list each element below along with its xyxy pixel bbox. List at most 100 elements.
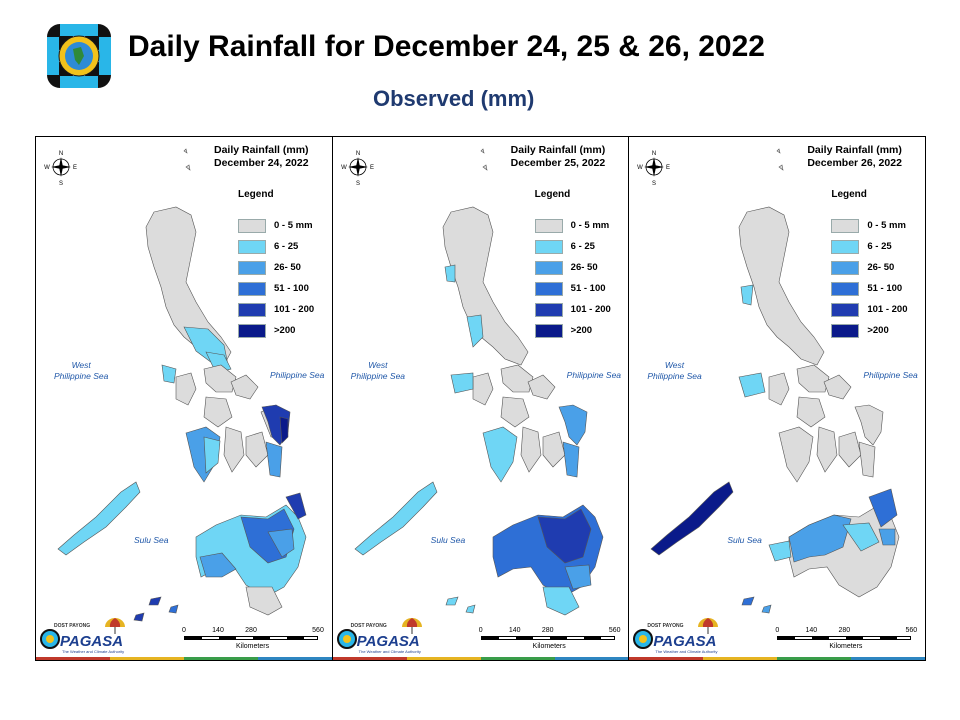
- pagasa-small-text: DOST PAYONG: [54, 623, 91, 629]
- scale-unit: Kilometers: [829, 643, 863, 650]
- legend-label: >200: [274, 325, 296, 336]
- sea-label-philippine: Philippine Sea: [863, 370, 918, 380]
- legend-label: 6 - 25: [274, 241, 299, 252]
- pagasa-seal-icon: [633, 629, 654, 649]
- legend-item: 51 - 100: [238, 278, 314, 299]
- legend-item: 51 - 100: [831, 278, 907, 299]
- legend-item: 101 - 200: [534, 299, 611, 320]
- sea-west-line2: Philippine Sea: [647, 371, 702, 381]
- legend-item: >200: [238, 320, 314, 341]
- legend-item: 6 - 25: [534, 236, 611, 257]
- compass-e: E: [370, 165, 374, 171]
- compass-s: S: [356, 181, 360, 187]
- philippines-rainfall-map: [354, 148, 603, 616]
- scale-bar: 0 140 280 560 Kilometers: [775, 627, 918, 653]
- compass-n: N: [652, 151, 656, 157]
- legend-item: 101 - 200: [238, 299, 314, 320]
- pagasa-wordmark: PAGASA: [60, 633, 124, 650]
- sea-west-line1: West: [664, 360, 685, 370]
- legend-label: 101 - 200: [867, 304, 908, 315]
- sea-label-philippine: Philippine Sea: [566, 370, 622, 380]
- philippines-rainfall-map: [650, 148, 900, 614]
- legend-swatch: [238, 218, 266, 233]
- color-strip: [332, 657, 629, 660]
- umbrella-icon: [698, 618, 719, 634]
- legend-item: 6 - 25: [831, 236, 907, 257]
- color-strip: [36, 657, 332, 660]
- legend-swatch: [534, 260, 563, 275]
- map-panels: N W E S Daily Rainfall (mm) December 24,…: [35, 136, 926, 661]
- legend-item: 6 - 25: [238, 236, 314, 257]
- legend-label: 26- 50: [867, 262, 895, 273]
- scale-tick: 140: [212, 627, 224, 634]
- legend-swatch: [831, 281, 860, 296]
- map-panel-dec-26: N W E S Daily Rainfall (mm) December 26,…: [629, 137, 926, 660]
- sea-label-sulu: Sulu Sea: [134, 535, 169, 545]
- legend-title: Legend: [831, 189, 867, 200]
- legend-label: 51 - 100: [274, 283, 309, 294]
- legend-item: 101 - 200: [831, 299, 908, 320]
- legend-swatch: [238, 281, 266, 296]
- legend-swatch: [534, 281, 563, 296]
- umbrella-icon: [105, 618, 125, 634]
- legend-swatch: [534, 302, 563, 317]
- legend-label: >200: [570, 325, 593, 336]
- pagasa-tagline: The Weather and Climate Authority: [358, 649, 421, 654]
- sea-west-line1: West: [368, 360, 388, 370]
- legend-item: 26- 50: [534, 257, 611, 278]
- page-subtitle: Observed (mm): [373, 86, 535, 111]
- compass-w: W: [638, 165, 644, 171]
- north-arrow-icon: N W E S: [341, 151, 374, 187]
- legend-swatch: [831, 218, 860, 233]
- panel-title-line2: December 25, 2022: [510, 157, 606, 169]
- sea-west-line1: West: [71, 360, 91, 370]
- legend-swatch: [238, 302, 266, 317]
- legend-label: 51 - 100: [570, 283, 606, 294]
- legend-swatch: [831, 323, 860, 338]
- pagasa-small-text: DOST PAYONG: [350, 623, 387, 629]
- pagasa-logo: DOST PAYONG PAGASA The Weather and Clima…: [40, 615, 130, 655]
- legend-item: 26- 50: [238, 257, 314, 278]
- legend-swatch: [534, 323, 563, 338]
- legend-swatch: [534, 239, 563, 254]
- pagasa-wordmark: PAGASA: [356, 633, 420, 650]
- scale-tick: 280: [245, 627, 257, 634]
- color-strip: [629, 657, 926, 660]
- pagasa-wordmark: PAGASA: [653, 633, 717, 650]
- legend-label: >200: [867, 325, 889, 336]
- legend-label: 0 - 5 mm: [274, 220, 313, 231]
- legend-label: 51 - 100: [867, 283, 903, 294]
- pagasa-tagline: The Weather and Climate Authority: [62, 649, 125, 654]
- pagasa-seal-icon: [336, 629, 357, 649]
- scale-tick: 0: [478, 627, 483, 634]
- legend: 0 - 5 mm 6 - 25 26- 50 51 - 100 101 - 20…: [238, 215, 314, 341]
- pagasa-logo: DOST PAYONG PAGASA The Weather and Clima…: [336, 615, 427, 655]
- panel-title: Daily Rainfall (mm) December 25, 2022: [511, 144, 606, 170]
- scale-tick: 560: [905, 627, 918, 634]
- panel-title-line2: December 26, 2022: [807, 157, 902, 169]
- scale-bar-graphic: [480, 636, 615, 640]
- legend-item: 0 - 5 mm: [534, 215, 611, 236]
- pagasa-tagline: The Weather and Climate Authority: [655, 649, 718, 654]
- panel-title-line1: Daily Rainfall (mm): [214, 144, 309, 156]
- legend-swatch: [238, 260, 266, 275]
- scale-tick: 0: [775, 627, 780, 634]
- north-arrow-icon: N W E S: [44, 151, 77, 187]
- north-arrow-icon: N W E S: [638, 151, 671, 187]
- legend: 0 - 5 mm 6 - 25 26- 50 51 - 100 101 - 20…: [534, 215, 611, 341]
- pagasa-logo: DOST PAYONG PAGASA The Weather and Clima…: [633, 615, 723, 655]
- scale-bar: 0 140 280 560 Kilometers: [182, 627, 324, 653]
- scale-bar: 0 140 280 560 Kilometers: [478, 627, 621, 653]
- legend-item: 26- 50: [831, 257, 907, 278]
- map-panel-dec-24: N W E S Daily Rainfall (mm) December 24,…: [36, 137, 333, 660]
- panel-title-line1: Daily Rainfall (mm): [510, 144, 606, 156]
- legend-label: 6 - 25: [867, 241, 892, 252]
- legend-swatch: [831, 239, 860, 254]
- legend-item: 51 - 100: [534, 278, 611, 299]
- legend-swatch: [534, 218, 563, 233]
- sea-label-west: West Philippine Sea: [54, 360, 108, 382]
- sea-west-line2: Philippine Sea: [54, 371, 109, 381]
- legend-title: Legend: [238, 189, 274, 200]
- legend-label: 101 - 200: [274, 304, 315, 315]
- legend-item: 0 - 5 mm: [238, 215, 314, 236]
